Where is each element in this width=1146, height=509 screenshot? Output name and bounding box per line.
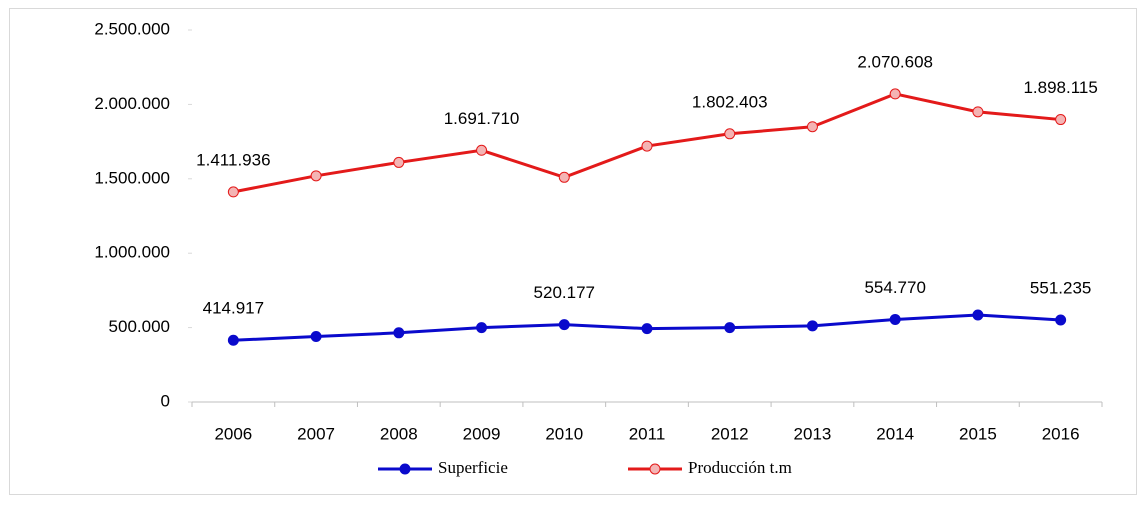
y-tick-label: 500.000 (109, 317, 170, 336)
point (227, 334, 239, 346)
point (641, 323, 653, 335)
x-tick-label: 2006 (214, 424, 252, 443)
point (476, 322, 488, 334)
legend-marker (399, 463, 411, 475)
data-label: 1.411.936 (196, 150, 270, 169)
y-tick-label: 1.000.000 (94, 243, 170, 262)
point (972, 106, 984, 118)
point (558, 319, 570, 331)
data-label: 414.917 (203, 299, 264, 318)
y-tick-label: 1.500.000 (94, 168, 170, 187)
data-label: 551.235 (1030, 278, 1091, 297)
x-tick-label: 2007 (297, 424, 335, 443)
point (393, 156, 405, 168)
y-tick-label: 0 (161, 391, 170, 410)
point (972, 309, 984, 321)
point (806, 320, 818, 332)
legend-label: Producción t.m (688, 458, 792, 477)
point (558, 171, 570, 183)
x-tick-label: 2008 (380, 424, 418, 443)
x-tick-label: 2013 (794, 424, 832, 443)
point (724, 322, 736, 334)
point (1055, 314, 1067, 326)
y-tick-label: 2.000.000 (94, 94, 170, 113)
point (889, 313, 901, 325)
legend-label: Superficie (438, 458, 508, 477)
x-tick-label: 2009 (463, 424, 501, 443)
point (310, 331, 322, 343)
point (641, 140, 653, 152)
point (476, 144, 488, 156)
data-label: 1.898.115 (1023, 78, 1097, 97)
y-tick-label: 2.500.000 (94, 19, 170, 38)
data-label: 1.802.403 (692, 92, 768, 111)
point (227, 186, 239, 198)
x-tick-label: 2012 (711, 424, 749, 443)
point (806, 121, 818, 133)
legend-marker (649, 463, 661, 475)
x-tick-label: 2011 (629, 424, 666, 443)
data-label: 2.070.608 (857, 52, 933, 71)
data-label: 520.177 (534, 283, 595, 302)
point (724, 128, 736, 140)
x-tick-label: 2016 (1042, 424, 1080, 443)
x-tick-label: 2010 (545, 424, 583, 443)
point (1055, 114, 1067, 126)
x-tick-label: 2014 (876, 424, 914, 443)
x-tick-label: 2015 (959, 424, 997, 443)
point (310, 170, 322, 182)
chart-border (9, 8, 1137, 495)
data-label: 554.770 (864, 278, 925, 297)
point (889, 88, 901, 100)
data-label: 1.691.710 (444, 109, 520, 128)
point (393, 327, 405, 339)
